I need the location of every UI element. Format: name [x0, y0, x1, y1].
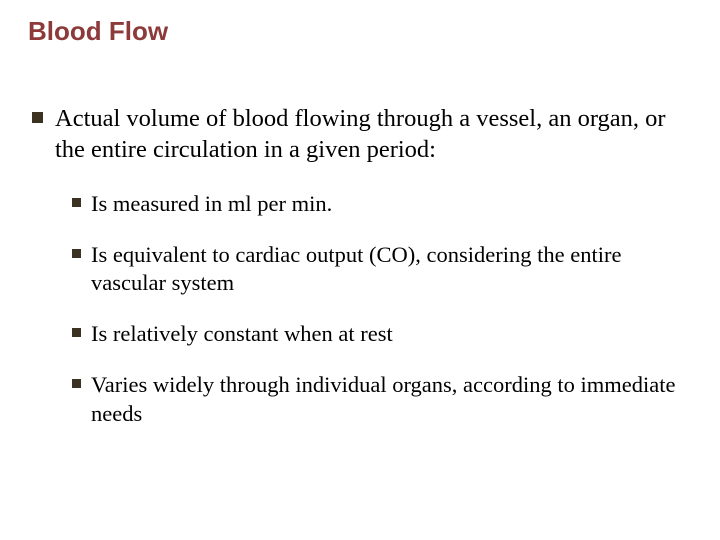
bullet-text: Is relatively constant when at rest — [91, 320, 393, 349]
square-bullet-icon — [32, 112, 43, 123]
square-bullet-icon — [72, 198, 81, 207]
slide-title: Blood Flow — [28, 16, 692, 47]
bullet-text: Actual volume of blood flowing through a… — [55, 103, 692, 166]
bullet-text: Is equivalent to cardiac output (CO), co… — [91, 241, 692, 299]
list-item: Is relatively constant when at rest — [28, 320, 692, 349]
list-item: Varies widely through individual organs,… — [28, 371, 692, 429]
square-bullet-icon — [72, 249, 81, 258]
slide-container: Blood Flow Actual volume of blood flowin… — [0, 0, 720, 540]
bullet-text: Varies widely through individual organs,… — [91, 371, 692, 429]
list-item: Is measured in ml per min. — [28, 190, 692, 219]
list-item: Is equivalent to cardiac output (CO), co… — [28, 241, 692, 299]
list-item: Actual volume of blood flowing through a… — [28, 103, 692, 166]
bullet-text: Is measured in ml per min. — [91, 190, 332, 219]
square-bullet-icon — [72, 379, 81, 388]
square-bullet-icon — [72, 328, 81, 337]
